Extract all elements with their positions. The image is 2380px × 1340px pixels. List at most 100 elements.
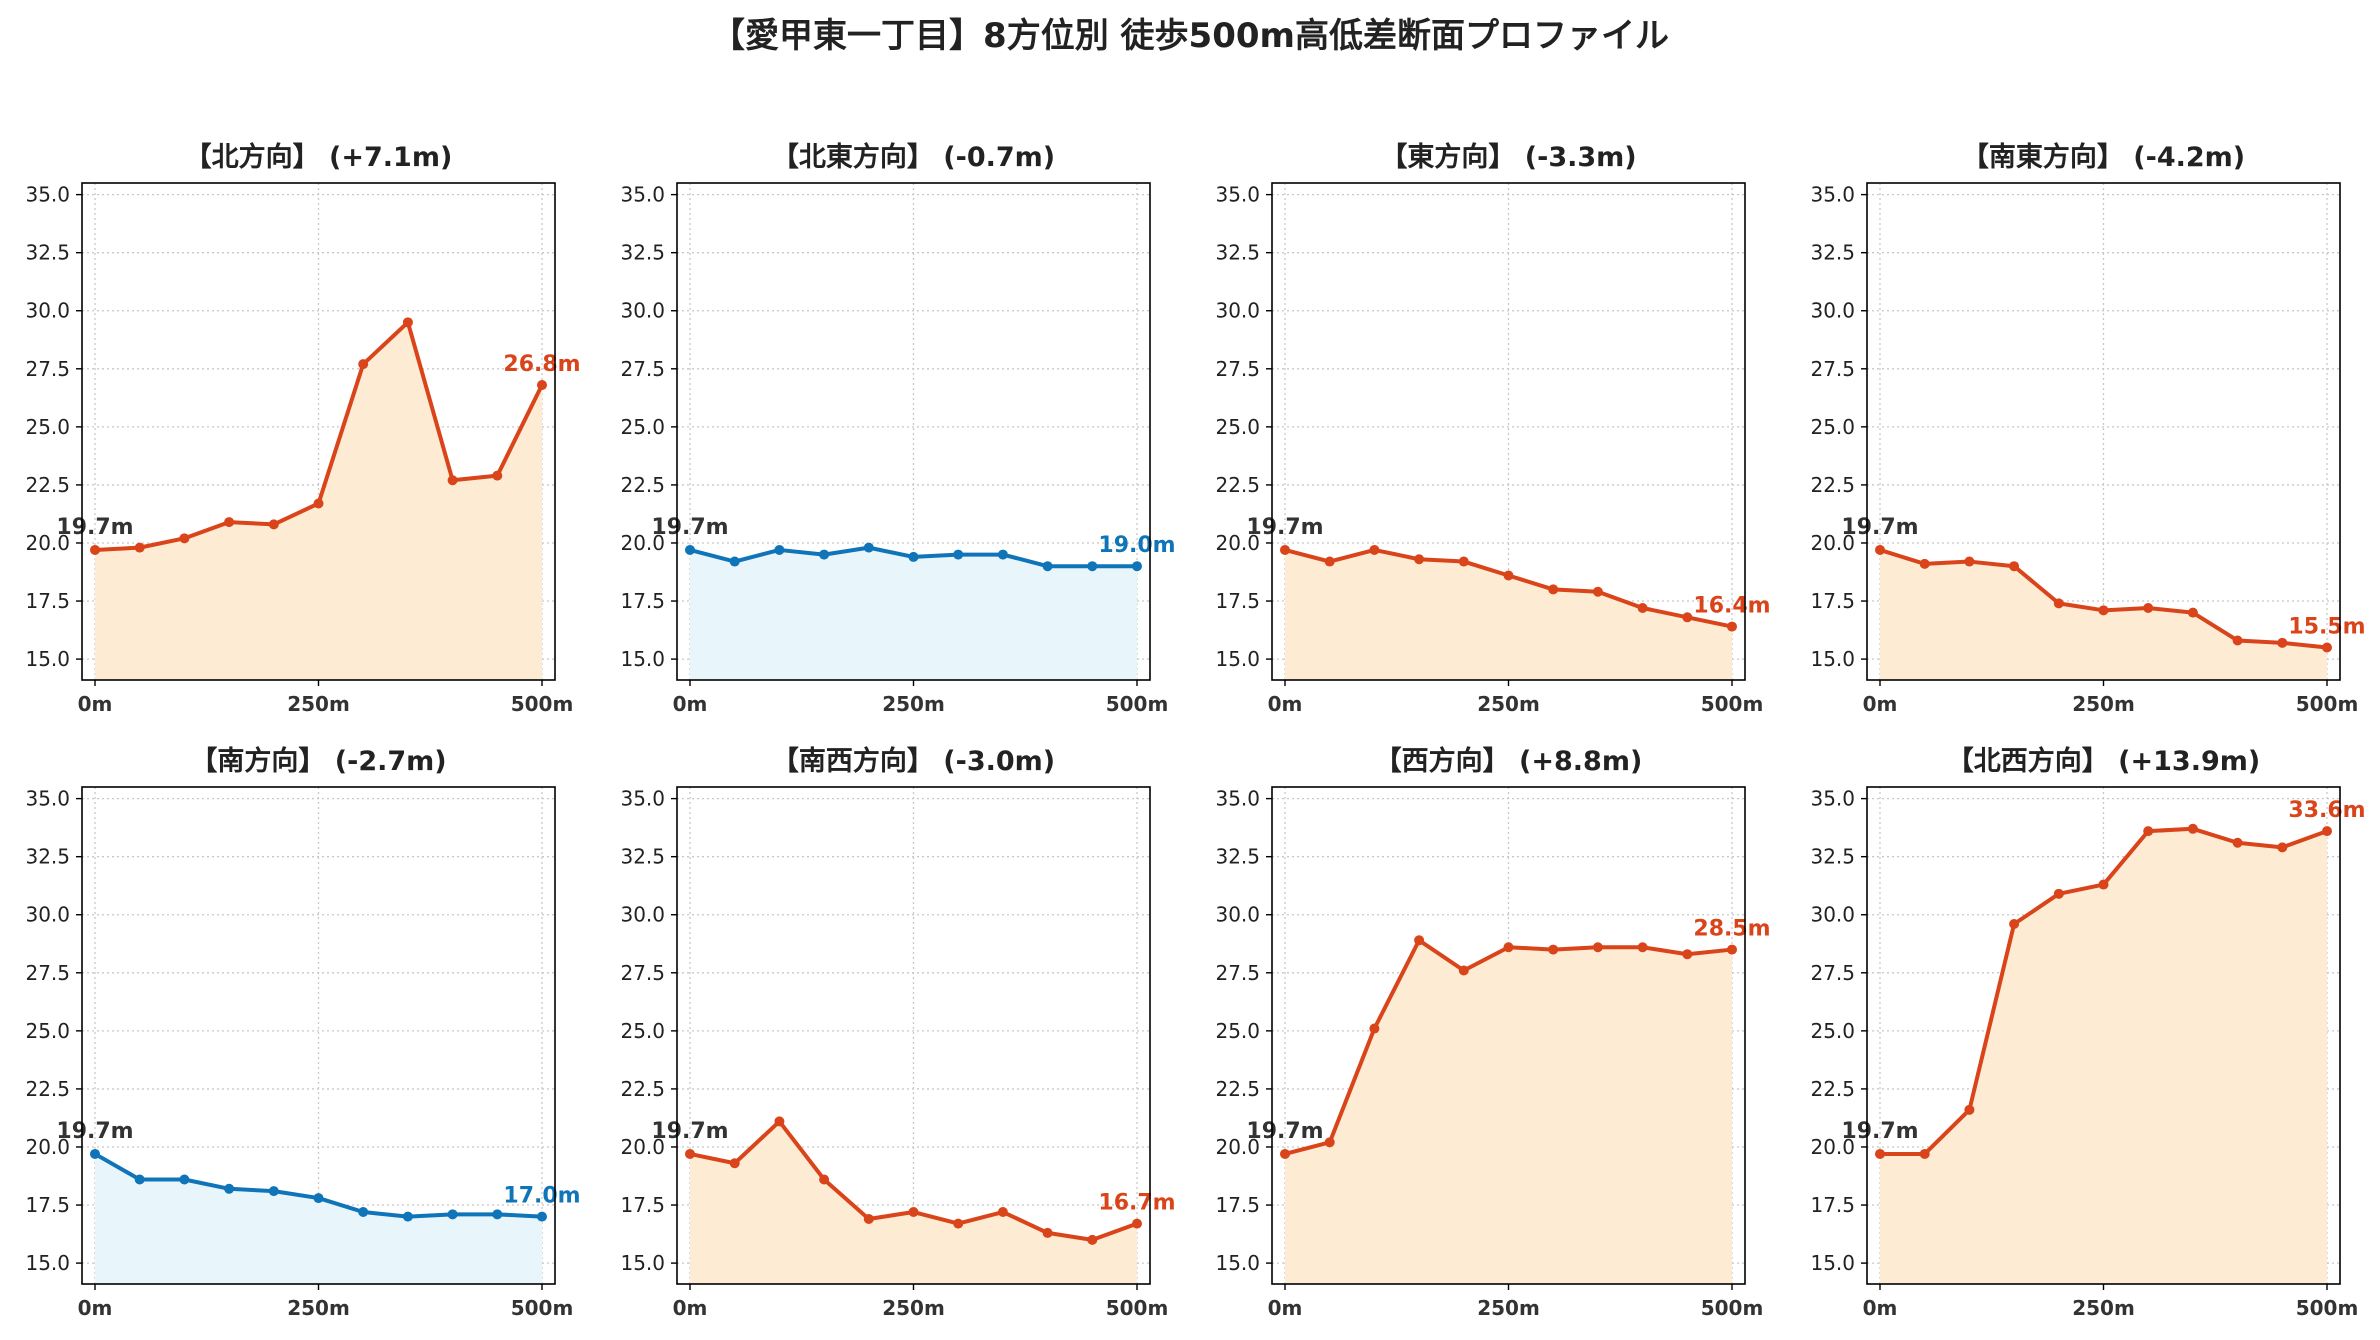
data-point xyxy=(685,1148,695,1159)
y-tick-label: 30.0 xyxy=(620,299,665,323)
x-tick-label: 250m xyxy=(882,1296,945,1320)
start-label: 19.7m xyxy=(56,1119,133,1144)
y-tick-label: 17.5 xyxy=(25,589,70,613)
y-tick-label: 22.5 xyxy=(620,473,665,497)
data-point xyxy=(1042,561,1053,572)
data-point xyxy=(1727,621,1737,632)
data-point xyxy=(908,551,919,562)
data-point xyxy=(1458,556,1469,567)
data-point xyxy=(224,517,235,528)
data-point xyxy=(1414,554,1425,565)
data-point xyxy=(1875,544,1885,555)
data-point xyxy=(2053,888,2064,899)
x-tick-label: 250m xyxy=(2072,1296,2135,1320)
data-point xyxy=(268,1186,279,1197)
data-point xyxy=(908,1207,919,1218)
subplot-title: 【南方向】 (-2.7m) xyxy=(190,745,446,777)
data-point xyxy=(1964,1104,1975,1115)
x-tick-label: 0m xyxy=(673,692,708,716)
data-point xyxy=(2098,605,2109,616)
y-tick-label: 25.0 xyxy=(1215,415,1260,439)
y-tick-label: 15.0 xyxy=(25,1251,70,1275)
y-tick-label: 25.0 xyxy=(25,415,70,439)
x-tick-label: 0m xyxy=(673,1296,708,1320)
y-tick-label: 22.5 xyxy=(620,1077,665,1101)
data-point xyxy=(2009,561,2020,572)
y-tick-label: 32.5 xyxy=(1215,241,1260,265)
end-label: 15.5m xyxy=(2288,614,2365,639)
end-label: 17.0m xyxy=(503,1184,580,1209)
area-fill xyxy=(690,1121,1137,1284)
y-tick-label: 32.5 xyxy=(25,241,70,265)
data-point xyxy=(729,556,740,567)
end-label: 19.0m xyxy=(1098,533,1175,558)
start-label: 19.7m xyxy=(1246,515,1323,540)
y-tick-label: 15.0 xyxy=(25,647,70,671)
data-point xyxy=(1280,544,1290,555)
data-point xyxy=(953,1218,964,1229)
data-point xyxy=(1682,949,1693,960)
y-tick-label: 17.5 xyxy=(1215,1193,1260,1217)
data-point xyxy=(997,1207,1008,1218)
y-tick-label: 25.0 xyxy=(620,415,665,439)
y-tick-label: 17.5 xyxy=(620,1193,665,1217)
y-tick-label: 20.0 xyxy=(1810,1135,1855,1159)
x-tick-label: 0m xyxy=(1863,692,1898,716)
y-tick-label: 20.0 xyxy=(1215,1135,1260,1159)
y-tick-label: 27.5 xyxy=(620,961,665,985)
start-label: 19.7m xyxy=(651,515,728,540)
data-point xyxy=(774,1116,785,1127)
y-tick-label: 27.5 xyxy=(1215,961,1260,985)
data-point xyxy=(447,475,458,486)
y-tick-label: 25.0 xyxy=(25,1019,70,1043)
data-point xyxy=(358,359,369,370)
subplot-2: 【北東方向】 (-0.7m) 19.7m 19.0m 15.0 17.5 20.0 22.5… xyxy=(620,141,1175,716)
x-tick-label: 500m xyxy=(511,1296,574,1320)
y-tick-label: 17.5 xyxy=(1810,1193,1855,1217)
y-tick-label: 35.0 xyxy=(620,787,665,811)
data-point xyxy=(402,1211,413,1222)
y-tick-label: 30.0 xyxy=(620,903,665,927)
x-tick-label: 250m xyxy=(1477,1296,1540,1320)
y-tick-label: 22.5 xyxy=(1215,1077,1260,1101)
data-point xyxy=(2232,837,2243,848)
data-point xyxy=(224,1183,235,1194)
y-tick-label: 25.0 xyxy=(1810,1019,1855,1043)
data-point xyxy=(1087,561,1098,572)
data-point xyxy=(134,542,145,553)
end-label: 26.8m xyxy=(503,352,580,377)
data-point xyxy=(863,542,874,553)
y-tick-label: 25.0 xyxy=(1215,1019,1260,1043)
y-tick-label: 32.5 xyxy=(1810,845,1855,869)
start-label: 19.7m xyxy=(56,515,133,540)
x-tick-label: 500m xyxy=(1106,692,1169,716)
x-tick-label: 250m xyxy=(287,1296,350,1320)
subplot-title: 【南西方向】 (-3.0m) xyxy=(772,745,1055,777)
y-tick-label: 35.0 xyxy=(1215,787,1260,811)
area-fill xyxy=(1880,828,2327,1284)
y-tick-label: 32.5 xyxy=(1215,845,1260,869)
data-point xyxy=(2053,598,2064,609)
y-tick-label: 35.0 xyxy=(1810,183,1855,207)
subplot-1: 【北方向】 (+7.1m) 19.7m 26.8m 15.0 17.5 20.0 22.5 2… xyxy=(25,141,580,716)
data-point xyxy=(1042,1227,1053,1238)
area-fill xyxy=(95,322,542,680)
x-tick-label: 0m xyxy=(78,1296,113,1320)
y-tick-label: 35.0 xyxy=(620,183,665,207)
data-point xyxy=(2187,607,2198,618)
data-point xyxy=(402,317,413,328)
y-tick-label: 32.5 xyxy=(620,845,665,869)
data-point xyxy=(1919,558,1930,569)
data-point xyxy=(1919,1148,1930,1159)
y-tick-label: 22.5 xyxy=(25,1077,70,1101)
y-tick-label: 32.5 xyxy=(620,241,665,265)
data-point xyxy=(819,549,830,560)
y-tick-label: 15.0 xyxy=(1810,647,1855,671)
y-tick-label: 17.5 xyxy=(25,1193,70,1217)
x-tick-label: 500m xyxy=(1701,1296,1764,1320)
x-tick-label: 500m xyxy=(1106,1296,1169,1320)
y-tick-label: 32.5 xyxy=(25,845,70,869)
data-point xyxy=(313,1193,324,1204)
data-point xyxy=(729,1158,740,1169)
y-tick-label: 25.0 xyxy=(1810,415,1855,439)
